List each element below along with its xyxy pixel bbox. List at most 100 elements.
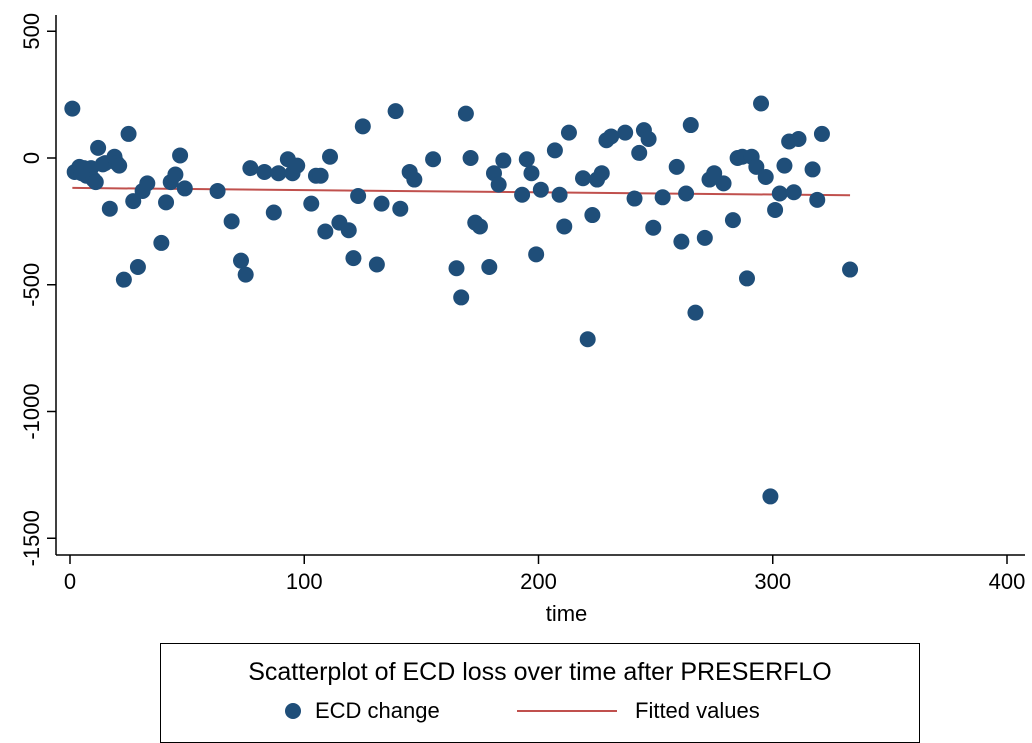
data-point [804, 161, 821, 178]
data-point [785, 184, 802, 201]
data-point [584, 207, 601, 224]
data-point [523, 165, 540, 182]
data-point [172, 147, 189, 164]
data-point [724, 212, 741, 229]
x-tick-label: 0 [64, 569, 76, 594]
data-point [668, 158, 685, 175]
data-point [495, 152, 512, 169]
data-point [303, 195, 320, 212]
y-tick-label: 0 [19, 152, 44, 164]
data-point [767, 201, 784, 218]
data-point [532, 181, 549, 198]
data-point [425, 151, 442, 168]
data-point [678, 185, 695, 202]
data-point [387, 103, 404, 120]
y-tick-label: 500 [19, 13, 44, 50]
y-ticks: 500 0 -500 -1000 -1500 [19, 13, 56, 566]
data-point [167, 166, 184, 183]
data-point [237, 266, 254, 283]
data-point [753, 95, 770, 112]
legend-label-fitted-values: Fitted values [635, 698, 760, 723]
data-point [111, 157, 128, 174]
data-point [715, 175, 732, 192]
data-point [129, 259, 146, 276]
x-tick-label: 100 [286, 569, 323, 594]
data-point [551, 186, 568, 203]
data-point [265, 204, 282, 221]
data-point [575, 170, 592, 187]
legend-marker-dot [285, 703, 301, 719]
data-point [270, 165, 287, 182]
data-point [687, 304, 704, 321]
x-axis-title: time [546, 601, 588, 626]
data-point [373, 195, 390, 212]
data-point [673, 233, 690, 250]
data-point [340, 222, 357, 239]
data-point [682, 117, 699, 134]
data-point [350, 188, 367, 205]
data-point [518, 151, 535, 168]
data-point [125, 193, 142, 210]
x-tick-label: 400 [989, 569, 1026, 594]
data-point [626, 190, 643, 207]
data-point [593, 165, 610, 182]
x-tick-label: 300 [754, 569, 791, 594]
legend: Scatterplot of ECD loss over time after … [160, 643, 920, 743]
data-point [120, 125, 137, 142]
data-point [317, 223, 334, 240]
data-point [757, 169, 774, 186]
data-point [392, 200, 409, 217]
data-point [457, 105, 474, 122]
data-point [242, 160, 259, 177]
data-point [762, 488, 779, 505]
data-point [640, 130, 657, 147]
data-point [101, 200, 118, 217]
data-point [546, 142, 563, 159]
data-point [453, 289, 470, 306]
y-tick-label: -1000 [19, 383, 44, 439]
data-point [842, 261, 859, 278]
data-point [158, 194, 175, 211]
data-point [481, 259, 498, 276]
y-tick-label: -1500 [19, 510, 44, 566]
data-point [776, 157, 793, 174]
legend-item-ecd-change: ECD change [285, 698, 440, 724]
data-point [139, 175, 156, 192]
data-point [631, 144, 648, 161]
data-point [448, 260, 465, 277]
fitted-values-layer [72, 186, 851, 197]
x-tick-label: 200 [520, 569, 557, 594]
data-point [64, 100, 81, 117]
data-point [312, 167, 329, 184]
axes [55, 15, 1025, 556]
data-point [579, 331, 596, 348]
data-point [87, 174, 104, 191]
data-point [233, 252, 250, 269]
data-point [556, 218, 573, 235]
data-point [748, 158, 765, 175]
legend-title: Scatterplot of ECD loss over time after … [248, 658, 832, 686]
data-point [90, 139, 107, 156]
data-point [809, 191, 826, 208]
data-point [256, 163, 273, 180]
data-point [514, 186, 531, 203]
data-point [771, 185, 788, 202]
data-point [322, 148, 339, 165]
data-point [153, 234, 170, 251]
x-ticks: 0 100 200 300 400 [64, 555, 1025, 594]
data-point [645, 219, 662, 236]
data-point [289, 157, 306, 174]
data-point [471, 218, 488, 235]
data-point [654, 189, 671, 206]
data-point [790, 130, 807, 147]
data-point [696, 229, 713, 246]
data-point [223, 213, 240, 230]
fitted-values-line [72, 186, 851, 197]
data-point [368, 256, 385, 273]
legend-item-fitted-values: Fitted values [517, 698, 760, 724]
data-point [813, 125, 830, 142]
data-point [209, 182, 226, 199]
legend-label-ecd-change: ECD change [315, 698, 440, 723]
data-point [603, 128, 620, 145]
